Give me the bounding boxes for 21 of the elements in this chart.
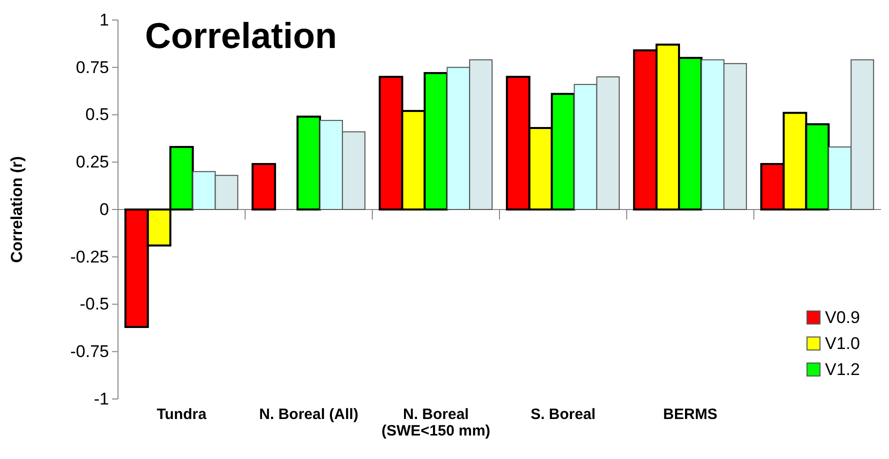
legend-label: V1.2 [825,360,860,379]
y-tick-label: 0.75 [76,58,109,77]
bar [252,163,276,210]
y-tick-label: 0.5 [85,105,109,124]
y-tick-label: -1 [94,389,109,408]
y-tick-label: -0.5 [80,294,109,314]
bar [296,116,321,210]
y-tick-label: 0 [100,200,109,219]
y-axis-title: Correlation (r) [9,156,26,263]
legend-label: V1.0 [825,334,860,353]
x-tick-label: N. Boreal (SWE<150 mm) [382,406,490,440]
y-tick-label: -0.75 [70,342,109,362]
x-tick-label: Tundra [156,406,208,423]
x-tick-label: BERMS [663,406,718,423]
legend-label: V0.9 [825,308,860,327]
y-tick-label: 1 [100,10,109,30]
x-tick-label: N. Boreal (All) [259,406,358,423]
x-tick-label: S. Boreal [530,406,596,423]
chart-title: Correlation [145,15,338,56]
y-tick-label: -0.25 [70,247,109,266]
y-tick-label: 0.25 [76,152,109,172]
